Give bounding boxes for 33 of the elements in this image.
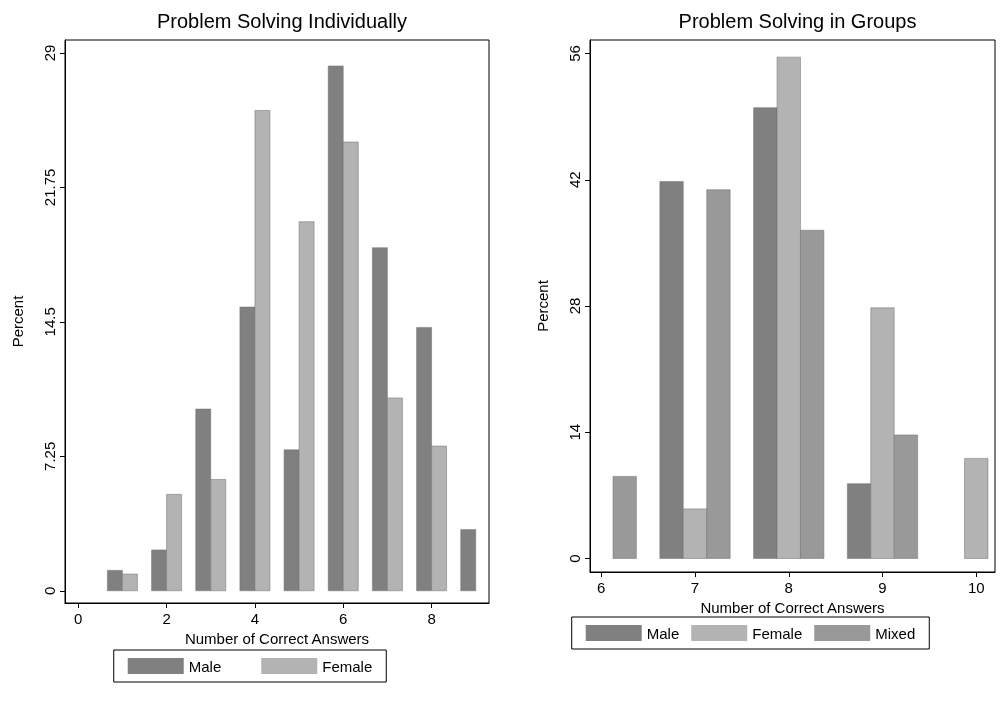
y-tick-label: 14.5 — [41, 307, 58, 337]
y-tick-label: 56 — [566, 45, 583, 62]
legend-label: Male — [646, 624, 680, 642]
x-axis-title: Number of Correct Answers — [700, 598, 885, 616]
bar — [460, 529, 476, 592]
x-tick-label: 10 — [967, 579, 985, 596]
legend-label: Mixed — [875, 624, 916, 642]
y-tick-label: 29 — [41, 44, 58, 62]
x-tick-label: 7 — [690, 579, 700, 596]
legend-label: Male — [188, 657, 222, 675]
x-tick-label: 8 — [784, 579, 793, 596]
y-tick-label: 21.75 — [41, 168, 58, 207]
y-tick-label: 7.25 — [41, 441, 58, 471]
y-tick-label: 14 — [566, 423, 583, 441]
y-axis-title: Percent — [534, 279, 551, 332]
x-tick-label: 6 — [597, 579, 606, 596]
y-tick-label: 0 — [566, 554, 583, 563]
y-tick-label: 28 — [566, 297, 583, 315]
legend-label: Female — [322, 657, 373, 675]
y-tick-label: 42 — [566, 171, 583, 189]
x-tick-label: 2 — [162, 610, 171, 627]
y-axis-title: Percent — [9, 294, 26, 348]
chart-title: Problem Solving Individually — [156, 10, 408, 32]
x-tick-label: 0 — [74, 610, 83, 627]
x-tick-label: 4 — [250, 610, 260, 627]
x-axis-title: Number of Correct Answers — [184, 629, 370, 647]
x-tick-label: 9 — [878, 579, 887, 596]
chart-title: Problem Solving in Groups — [678, 10, 917, 32]
x-tick-label: 6 — [339, 610, 348, 627]
x-tick-label: 8 — [427, 610, 436, 627]
legend-label: Female — [752, 624, 803, 642]
bar — [612, 476, 637, 559]
bar — [964, 458, 989, 559]
